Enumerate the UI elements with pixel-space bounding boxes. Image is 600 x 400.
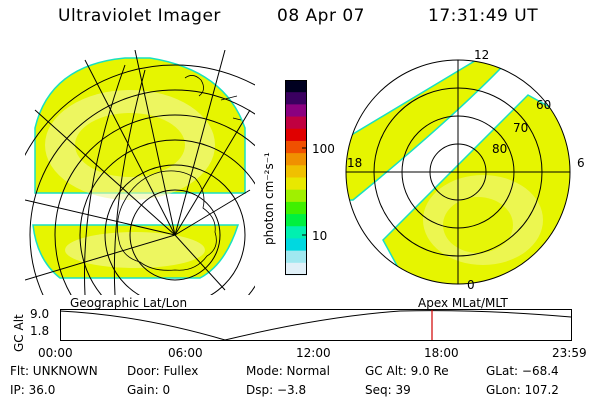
continent-outline (117, 170, 217, 271)
colorbar-segment (285, 92, 307, 105)
colorbar-segment (285, 104, 307, 118)
time-label: 17:31:49 UT (428, 6, 539, 26)
altitude-ytick-low: 1.8 (30, 324, 50, 338)
sequence-number: Seq: 39 (365, 383, 411, 397)
colorbar-segment (285, 165, 307, 179)
colorbar-segment (285, 128, 307, 142)
geo-longitude: GLon: 107.2 (486, 383, 559, 397)
altitude-xtick-1800: 18:00 (424, 346, 459, 360)
colorbar-segment (285, 140, 307, 154)
colorbar-segment (285, 214, 307, 227)
mlat-label-80: 80 (492, 142, 508, 156)
gc-altitude: GC Alt: 9.0 Re (365, 364, 449, 378)
mlat-label-70: 70 (513, 121, 529, 135)
altitude-xtick-0000: 00:00 (38, 346, 73, 360)
flight-status: Flt: UNKNOWN (10, 364, 98, 378)
geographic-image (25, 50, 255, 295)
colorbar-segment (285, 177, 307, 191)
ip-value: IP: 36.0 (10, 383, 56, 397)
colorbar-segment (285, 153, 307, 166)
mlt-label-18: 18 (347, 156, 363, 170)
altitude-curve (59, 310, 572, 341)
door-status: Door: Fullex (127, 364, 199, 378)
altitude-xtick-0600: 06:00 (168, 346, 203, 360)
mlt-label-12: 12 (474, 48, 490, 62)
colorbar-segment (285, 238, 307, 252)
colorbar-tick-100: 100 (312, 142, 335, 156)
mlt-label-6: 6 (577, 156, 585, 170)
left-panel-label: Geographic Lat/Lon (70, 296, 188, 310)
colorbar-segment (285, 116, 307, 130)
colorbar-tick-10: 10 (312, 229, 328, 243)
gain-value: Gain: 0 (127, 383, 171, 397)
dsp-value: Dsp: −3.8 (246, 383, 307, 397)
right-panel-label: Apex MLat/MLT (418, 296, 508, 310)
altitude-ylabel: GC Alt (12, 314, 26, 352)
colorbar-segment (285, 201, 307, 215)
colorbar-segment (285, 250, 307, 264)
colorbar-unit: photon cm⁻²s⁻¹ (262, 152, 276, 245)
colorbar-segment (285, 226, 307, 240)
date-label: 08 Apr 07 (277, 6, 365, 26)
altitude-xtick-1200: 12:00 (296, 346, 331, 360)
mode-status: Mode: Normal (246, 364, 330, 378)
colorbar-segment (285, 262, 307, 276)
mlt-label-0: 0 (467, 278, 475, 292)
colorbar-segment (285, 80, 307, 93)
colorbar (285, 80, 307, 276)
mlat-label-60: 60 (536, 98, 552, 112)
altitude-plot (59, 309, 572, 341)
imager-title: Ultraviolet Imager (58, 6, 221, 26)
colorbar-frame (285, 80, 307, 275)
geo-latitude: GLat: −68.4 (486, 364, 559, 378)
polar-image (345, 59, 571, 285)
altitude-ytick-high: 9.0 (30, 307, 50, 321)
colorbar-segment (285, 189, 307, 203)
altitude-xtick-2359: 23:59 (552, 346, 587, 360)
polar-swath-upper (346, 60, 520, 201)
